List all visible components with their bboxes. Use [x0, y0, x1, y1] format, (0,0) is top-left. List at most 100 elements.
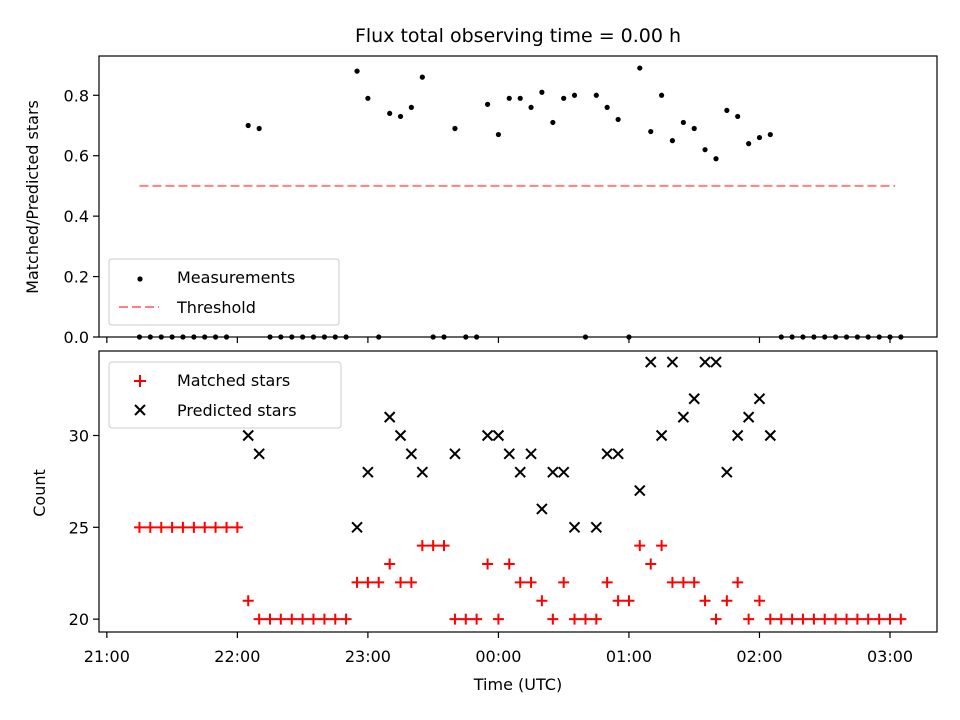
matched-star-point [753, 595, 765, 607]
predicted-star-point [601, 448, 613, 460]
matched-star-point [558, 576, 570, 588]
predicted-star-point [666, 356, 679, 368]
measurement-point [702, 147, 708, 153]
x-tick-label: 00:00 [475, 647, 521, 666]
matched-star-point [166, 521, 178, 533]
matched-star-point [286, 613, 298, 625]
matched-star-point [471, 613, 483, 625]
measurement-point [354, 68, 360, 74]
matched-star-point [210, 521, 222, 533]
top-plot-frame [98, 55, 938, 338]
predicted-star-point [742, 411, 755, 423]
predicted-star-point [405, 448, 418, 460]
predicted-star-point [612, 448, 624, 460]
measurement-point [256, 125, 262, 132]
matched-star-point [775, 613, 787, 625]
matched-star-point [264, 613, 276, 625]
measurement-point [648, 128, 654, 135]
matched-star-point [318, 613, 330, 625]
predicted-star-point [351, 521, 363, 534]
matched-star-point [895, 613, 907, 625]
matched-star-point [297, 613, 309, 625]
matched-star-point [242, 595, 254, 607]
matched-star-point [438, 540, 450, 552]
predicted-star-point [536, 503, 548, 515]
x-tick-label: 21:00 [84, 647, 130, 666]
matched-star-point [732, 576, 744, 588]
matched-star-point [569, 613, 581, 625]
measurement-point [735, 113, 741, 120]
measurement-point [615, 116, 621, 123]
measurement-point [452, 125, 458, 132]
matched-star-point [340, 613, 352, 625]
predicted-star-point [655, 429, 668, 442]
legend-measurements-marker [137, 276, 143, 282]
matched-star-point [536, 595, 548, 607]
bottom-panel: 20 25 30 21:00 22:00 23:00 00:00 01:00 02:00 03:… [30, 350, 938, 694]
measurement-point [408, 104, 414, 110]
matched-star-point [797, 613, 809, 625]
legend-measurements-label: Measurements [177, 268, 295, 287]
predicted-star-point [547, 466, 559, 478]
measurement-point [484, 101, 491, 107]
bottom-data-marks [133, 356, 907, 625]
predicted-star-point [645, 356, 657, 368]
matched-star-point [764, 613, 776, 625]
matched-star-point [373, 576, 385, 588]
predicted-star-point [383, 411, 396, 423]
measurement-point [680, 119, 686, 126]
matched-star-point [133, 521, 145, 533]
matched-star-point [144, 521, 156, 533]
measurement-point [604, 104, 610, 110]
matched-star-point [525, 576, 537, 588]
x-tick-label: 22:00 [214, 647, 260, 666]
matched-star-point [623, 595, 635, 607]
predicted-star-point [634, 484, 646, 497]
x-tick-label: 23:00 [345, 647, 391, 666]
matched-star-point [514, 576, 526, 588]
matched-star-point [677, 576, 689, 588]
matched-star-point [851, 613, 863, 625]
predicted-star-point [677, 411, 690, 423]
top-y-ticks: 0.0 0.2 0.4 0.6 0.8 [64, 86, 99, 347]
measurement-point [550, 119, 556, 126]
matched-star-point [841, 613, 853, 625]
matched-star-point [710, 613, 722, 625]
top-y-tick-label: 0.2 [64, 268, 89, 287]
predicted-star-point [362, 466, 374, 478]
matched-star-point [329, 613, 341, 625]
matched-star-point [666, 576, 678, 588]
x-axis-label: Time (UTC) [473, 675, 562, 694]
measurement-point [637, 65, 643, 71]
chart-title: Flux total observing time = 0.00 h [355, 25, 681, 47]
measurement-point [767, 131, 773, 138]
bottom-plot-frame [98, 350, 938, 633]
bottom-y-ticks: 20 25 30 [69, 426, 99, 629]
measurement-point [506, 95, 512, 101]
predicted-star-point [688, 393, 700, 405]
measurement-point [397, 113, 404, 120]
top-legend-box [108, 258, 340, 326]
top-y-tick-label: 0.8 [64, 86, 89, 105]
matched-star-point [656, 540, 668, 552]
bottom-legend-box [108, 361, 342, 429]
predicted-star-point [416, 466, 429, 478]
top-panel: 0.00.20.40.60.8 Matched/Predicted stars … [23, 55, 938, 347]
matched-star-point [275, 613, 287, 625]
matched-star-point [253, 613, 265, 625]
matched-star-point [231, 521, 243, 533]
matched-star-point [808, 613, 820, 625]
matched-star-point [155, 521, 167, 533]
matched-star-point [188, 521, 200, 533]
top-y-axis-label: Matched/Predicted stars [23, 100, 42, 294]
matched-star-point [743, 613, 755, 625]
matched-star-point [612, 595, 624, 607]
measurement-point [593, 92, 599, 98]
measurement-point [419, 74, 425, 80]
measurement-point [724, 107, 730, 113]
predicted-star-point [590, 521, 603, 534]
matched-star-point [547, 613, 559, 625]
measurement-point [669, 138, 676, 144]
predicted-star-point [253, 448, 265, 460]
measurement-point [539, 89, 545, 95]
